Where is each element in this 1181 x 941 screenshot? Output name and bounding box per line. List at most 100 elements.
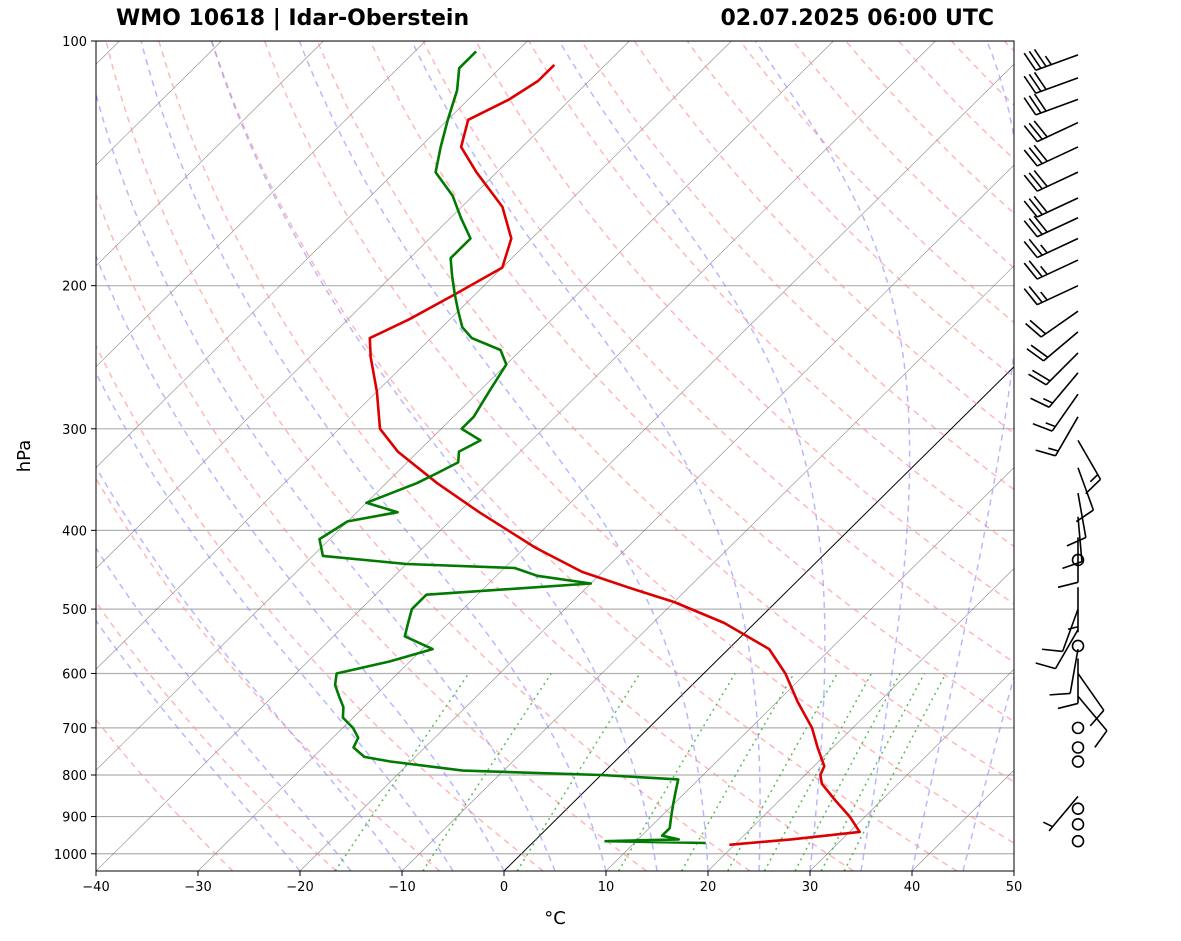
wind-barb [1026, 331, 1079, 362]
x-tick-label: 50 [1006, 880, 1023, 895]
wind-barb [1023, 284, 1079, 306]
wind-barb [1075, 467, 1095, 523]
moist-adiabat-line [411, 41, 761, 871]
wind-barb-full-flag [1030, 397, 1050, 408]
dry-adiabat-line [475, 41, 1014, 605]
wind-barb-full-flag [1042, 648, 1063, 653]
wind-barb-staff [1040, 310, 1079, 338]
isotherm-line [96, 41, 732, 670]
y-tick-label: 700 [62, 722, 87, 737]
dry-adiabat-line [950, 41, 1014, 107]
y-tick-label: 900 [62, 811, 87, 826]
isotherm-line [401, 265, 1014, 871]
wind-barb-half-flag [1042, 397, 1053, 404]
chart-title-station: WMO 10618 | Idar-Oberstein [116, 6, 470, 31]
dry-adiabat-line [369, 41, 1014, 723]
moist-adiabat-line [96, 546, 352, 871]
dry-adiabat-line [96, 477, 441, 871]
wind-barb-full-flag [1028, 50, 1042, 69]
y-tick-label: 600 [62, 667, 87, 682]
calm-wind-marker [1071, 802, 1085, 815]
sounding-traces [318, 50, 861, 847]
moist-adiabat-line [754, 41, 911, 871]
wind-barb-full-flag [1075, 509, 1094, 523]
calm-wind-marker [1071, 818, 1085, 831]
moist-adiabat-line [298, 41, 709, 871]
background-lines [96, 41, 1181, 871]
wind-barb-half-flag [1048, 447, 1059, 452]
wind-barb-staff [1036, 121, 1079, 143]
dry-adiabat-line [263, 41, 1014, 845]
moist-adiabat-line [96, 254, 505, 871]
calm-wind-marker [1071, 553, 1085, 567]
wind-barb [1049, 648, 1079, 696]
chart-title-datetime: 02.07.2025 06:00 UTC [720, 6, 994, 31]
wind-barb-staff [1077, 695, 1108, 732]
dry-adiabat-line [105, 41, 751, 871]
wind-barb-full-flag [1066, 536, 1087, 547]
x-tick-label: 40 [904, 880, 921, 895]
wind-barb-full-flag [1025, 322, 1042, 338]
wind-barb-staff [1036, 197, 1079, 218]
wind-barb-full-flag [1033, 71, 1047, 90]
moist-adiabat-line [140, 41, 607, 871]
wind-barb-full-flag [1023, 241, 1038, 259]
wind-barb-staff [1036, 146, 1079, 167]
wind-barb [1023, 259, 1079, 280]
wind-barb-full-flag [1057, 702, 1079, 710]
dry-adiabat-line [686, 41, 1014, 379]
wind-barb-full-flag [1023, 220, 1038, 238]
wind-barb [1042, 795, 1079, 832]
wind-barb-half-flag [1067, 625, 1079, 631]
wind-barb [1057, 658, 1079, 710]
calm-wind-marker [1071, 721, 1085, 735]
moist-adiabat-line [911, 41, 1014, 871]
dry-adiabat-line [422, 41, 1014, 664]
y-tick-label: 100 [62, 35, 87, 50]
isotherm-line [1116, 41, 1181, 871]
dry-adiabat-line [96, 718, 234, 871]
x-axis-label: °C [544, 908, 566, 929]
wind-barbs [1023, 48, 1108, 848]
y-tick-label: 500 [62, 603, 87, 618]
calm-wind-marker [1071, 755, 1085, 768]
wind-barb-staff [1069, 648, 1079, 694]
mixing-ratio-line [422, 673, 552, 871]
wind-barb-full-flag [1028, 95, 1042, 114]
wind-barb-full-flag [1049, 692, 1071, 696]
mixing-ratio-line [727, 673, 838, 871]
wind-barb-full-flag [1023, 97, 1037, 116]
wind-barb [1023, 215, 1079, 238]
wind-barb-half-flag [1040, 291, 1048, 301]
calm-wind-marker [1071, 834, 1085, 848]
dry-adiabat-line [739, 41, 1014, 324]
wind-barb-full-flag [1033, 120, 1048, 138]
x-tick-label: 30 [802, 880, 819, 895]
y-tick-label: 200 [62, 280, 87, 295]
wind-barb [1030, 372, 1079, 408]
wind-barb [1042, 608, 1079, 653]
zero-isotherm-line [503, 366, 1014, 871]
wind-barb-full-flag [1033, 170, 1048, 188]
mixing-ratio-line [763, 673, 873, 871]
isotherm-line [96, 41, 834, 771]
wind-barb-full-flag [1026, 348, 1044, 362]
x-tick-label: 0 [500, 880, 508, 895]
wind-barb-half-flag [1044, 55, 1052, 66]
wind-barb-staff [1054, 416, 1079, 457]
wind-barb-half-flag [1042, 821, 1053, 828]
isotherm-line [96, 41, 324, 267]
dry-adiabat-line [211, 41, 958, 871]
wind-barb-full-flag [1028, 260, 1043, 278]
x-tick-label: −30 [184, 880, 211, 895]
y-tick-label: 300 [62, 423, 87, 438]
wind-barb-full-flag [1028, 198, 1043, 216]
dry-adiabat-line [1057, 41, 1181, 871]
y-tick-label: 800 [62, 769, 87, 784]
wind-barb [1025, 310, 1079, 338]
dry-adiabat-line [96, 344, 544, 871]
wind-barb-full-flag [1028, 122, 1043, 140]
wind-barb-full-flag [1028, 73, 1042, 92]
wind-barb [1077, 695, 1108, 748]
